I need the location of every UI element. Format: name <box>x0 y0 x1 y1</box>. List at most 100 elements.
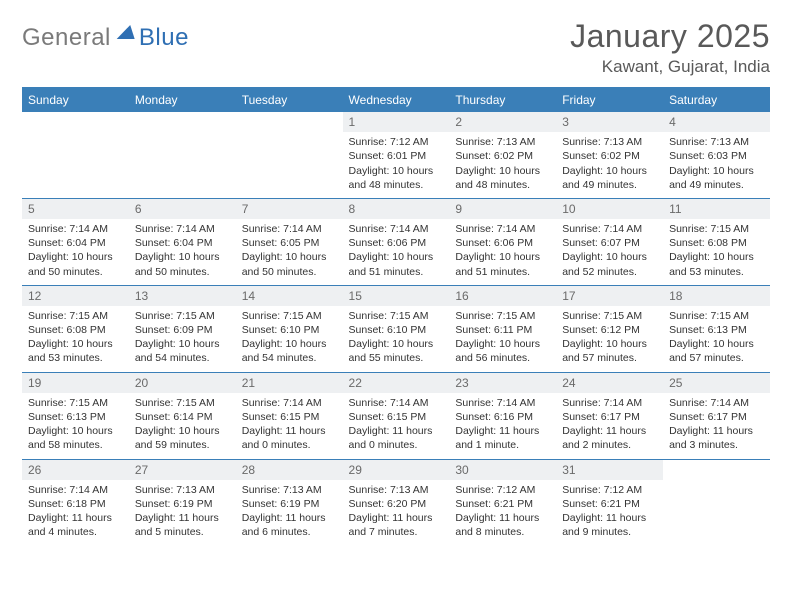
sunset-line: Sunset: 6:17 PM <box>562 410 657 424</box>
day-details: Sunrise: 7:14 AMSunset: 6:07 PMDaylight:… <box>556 222 663 279</box>
sunrise-line: Sunrise: 7:15 AM <box>28 396 123 410</box>
sunset-line: Sunset: 6:02 PM <box>455 149 550 163</box>
calendar-day-cell: 6Sunrise: 7:14 AMSunset: 6:04 PMDaylight… <box>129 198 236 285</box>
sunset-line: Sunset: 6:06 PM <box>455 236 550 250</box>
day-details: Sunrise: 7:15 AMSunset: 6:09 PMDaylight:… <box>129 309 236 366</box>
sunset-line: Sunset: 6:14 PM <box>135 410 230 424</box>
day-number: 24 <box>556 373 663 393</box>
daylight-line: Daylight: 10 hours and 48 minutes. <box>455 164 550 192</box>
day-details: Sunrise: 7:15 AMSunset: 6:12 PMDaylight:… <box>556 309 663 366</box>
sunrise-line: Sunrise: 7:13 AM <box>242 483 337 497</box>
daylight-line: Daylight: 11 hours and 6 minutes. <box>242 511 337 539</box>
day-number: 27 <box>129 460 236 480</box>
sunrise-line: Sunrise: 7:13 AM <box>349 483 444 497</box>
day-number: 1 <box>343 112 450 132</box>
day-details: Sunrise: 7:14 AMSunset: 6:16 PMDaylight:… <box>449 396 556 453</box>
sunrise-line: Sunrise: 7:12 AM <box>562 483 657 497</box>
calendar-day-cell: 23 Sunrise: 7:14 AMSunset: 6:16 PMDayligh… <box>449 372 556 459</box>
day-number: 6 <box>129 199 236 219</box>
calendar-day-cell: 1Sunrise: 7:12 AMSunset: 6:01 PMDaylight… <box>343 112 450 199</box>
logo-triangle-icon <box>117 25 140 39</box>
day-number: 3 <box>556 112 663 132</box>
calendar-day-cell: 25Sunrise: 7:14 AMSunset: 6:17 PMDayligh… <box>663 372 770 459</box>
sunrise-line: Sunrise: 7:14 AM <box>242 222 337 236</box>
logo-text-blue: Blue <box>139 24 189 52</box>
calendar-day-cell: 20Sunrise: 7:15 AMSunset: 6:14 PMDayligh… <box>129 372 236 459</box>
daylight-line: Daylight: 10 hours and 52 minutes. <box>562 250 657 278</box>
sunset-line: Sunset: 6:03 PM <box>669 149 764 163</box>
sunset-line: Sunset: 6:15 PM <box>349 410 444 424</box>
sunset-line: Sunset: 6:17 PM <box>669 410 764 424</box>
sunrise-line: Sunrise: 7:15 AM <box>669 309 764 323</box>
calendar-day-cell: 14Sunrise: 7:15 AMSunset: 6:10 PMDayligh… <box>236 285 343 372</box>
sunrise-line: Sunrise: 7:15 AM <box>135 309 230 323</box>
day-details: Sunrise: 7:15 AMSunset: 6:10 PMDaylight:… <box>236 309 343 366</box>
calendar-day-cell: 2Sunrise: 7:13 AMSunset: 6:02 PMDaylight… <box>449 112 556 199</box>
calendar-day-cell: 8Sunrise: 7:14 AMSunset: 6:06 PMDaylight… <box>343 198 450 285</box>
calendar-day-cell: 26Sunrise: 7:14 AMSunset: 6:18 PMDayligh… <box>22 459 129 545</box>
day-number: 8 <box>343 199 450 219</box>
day-details: Sunrise: 7:13 AMSunset: 6:02 PMDaylight:… <box>556 135 663 192</box>
calendar-day-cell: 18 Sunrise: 7:15 AMSunset: 6:13 PMDayligh… <box>663 285 770 372</box>
daylight-line: Daylight: 10 hours and 53 minutes. <box>669 250 764 278</box>
sunrise-line: Sunrise: 7:15 AM <box>455 309 550 323</box>
sunrise-line: Sunrise: 7:14 AM <box>28 483 123 497</box>
sunrise-line: Sunrise: 7:14 AM <box>455 222 550 236</box>
daylight-line: Daylight: 10 hours and 50 minutes. <box>135 250 230 278</box>
day-details: Sunrise: 7:14 AMSunset: 6:04 PMDaylight:… <box>22 222 129 279</box>
calendar-table: Sunday Monday Tuesday Wednesday Thursday… <box>22 87 770 545</box>
calendar-day-cell: 4Sunrise: 7:13 AMSunset: 6:03 PMDaylight… <box>663 112 770 199</box>
weekday-header-row: Sunday Monday Tuesday Wednesday Thursday… <box>22 88 770 112</box>
daylight-line: Daylight: 10 hours and 51 minutes. <box>349 250 444 278</box>
sunset-line: Sunset: 6:05 PM <box>242 236 337 250</box>
weekday-header: Monday <box>129 88 236 112</box>
day-details: Sunrise: 7:15 AMSunset: 6:11 PMDaylight:… <box>449 309 556 366</box>
daylight-line: Daylight: 11 hours and 1 minute. <box>455 424 550 452</box>
weekday-header: Friday <box>556 88 663 112</box>
sunrise-line: Sunrise: 7:14 AM <box>349 222 444 236</box>
calendar-day-cell: 21Sunrise: 7:14 AMSunset: 6:15 PMDayligh… <box>236 372 343 459</box>
logo-text-general: General <box>22 24 111 52</box>
day-number: 31 <box>556 460 663 480</box>
daylight-line: Daylight: 10 hours and 49 minutes. <box>562 164 657 192</box>
daylight-line: Daylight: 10 hours and 50 minutes. <box>242 250 337 278</box>
daylight-line: Daylight: 11 hours and 5 minutes. <box>135 511 230 539</box>
sunset-line: Sunset: 6:04 PM <box>135 236 230 250</box>
sunset-line: Sunset: 6:09 PM <box>135 323 230 337</box>
calendar-day-cell: 22Sunrise: 7:14 AMSunset: 6:15 PMDayligh… <box>343 372 450 459</box>
daylight-line: Daylight: 10 hours and 50 minutes. <box>28 250 123 278</box>
header-row: General Blue January 2025 Kawant, Gujara… <box>22 18 770 77</box>
sunset-line: Sunset: 6:07 PM <box>562 236 657 250</box>
sunset-line: Sunset: 6:16 PM <box>455 410 550 424</box>
calendar-day-cell: 10 Sunrise: 7:14 AMSunset: 6:07 PMDayligh… <box>556 198 663 285</box>
calendar-week-row: 1Sunrise: 7:12 AMSunset: 6:01 PMDaylight… <box>22 112 770 199</box>
day-number: 10 <box>556 199 663 219</box>
day-details: Sunrise: 7:14 AMSunset: 6:18 PMDaylight:… <box>22 483 129 540</box>
sunrise-line: Sunrise: 7:14 AM <box>562 396 657 410</box>
daylight-line: Daylight: 11 hours and 8 minutes. <box>455 511 550 539</box>
calendar-day-cell: 9Sunrise: 7:14 AMSunset: 6:06 PMDaylight… <box>449 198 556 285</box>
day-number: 18 <box>663 286 770 306</box>
location-subtitle: Kawant, Gujarat, India <box>570 57 770 77</box>
day-details: Sunrise: 7:15 AMSunset: 6:13 PMDaylight:… <box>663 309 770 366</box>
sunset-line: Sunset: 6:21 PM <box>562 497 657 511</box>
day-number: 13 <box>129 286 236 306</box>
daylight-line: Daylight: 10 hours and 58 minutes. <box>28 424 123 452</box>
calendar-day-cell: 24Sunrise: 7:14 AMSunset: 6:17 PMDayligh… <box>556 372 663 459</box>
day-details: Sunrise: 7:15 AMSunset: 6:08 PMDaylight:… <box>663 222 770 279</box>
day-number: 4 <box>663 112 770 132</box>
sunrise-line: Sunrise: 7:15 AM <box>135 396 230 410</box>
weekday-header: Saturday <box>663 88 770 112</box>
day-number: 23 <box>449 373 556 393</box>
calendar-day-cell: 27Sunrise: 7:13 AMSunset: 6:19 PMDayligh… <box>129 459 236 545</box>
day-number: 28 <box>236 460 343 480</box>
day-number: 19 <box>22 373 129 393</box>
sunrise-line: Sunrise: 7:14 AM <box>455 396 550 410</box>
calendar-week-row: 26Sunrise: 7:14 AMSunset: 6:18 PMDayligh… <box>22 459 770 545</box>
daylight-line: Daylight: 11 hours and 0 minutes. <box>349 424 444 452</box>
logo: General Blue <box>22 24 189 52</box>
sunset-line: Sunset: 6:10 PM <box>242 323 337 337</box>
day-details: Sunrise: 7:12 AMSunset: 6:21 PMDaylight:… <box>449 483 556 540</box>
day-details: Sunrise: 7:15 AMSunset: 6:08 PMDaylight:… <box>22 309 129 366</box>
daylight-line: Daylight: 10 hours and 54 minutes. <box>242 337 337 365</box>
